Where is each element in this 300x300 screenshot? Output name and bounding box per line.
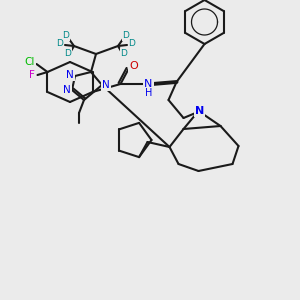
Text: N: N — [102, 80, 110, 90]
Text: D: D — [64, 49, 71, 58]
Text: N: N — [195, 106, 204, 116]
Text: D: D — [129, 40, 135, 49]
Text: D: D — [57, 40, 63, 49]
Text: N: N — [66, 70, 74, 80]
Text: D: D — [63, 32, 69, 40]
Text: N: N — [63, 85, 71, 95]
Text: D: D — [123, 32, 129, 40]
Text: O: O — [129, 61, 138, 71]
Text: Cl: Cl — [24, 57, 35, 67]
Text: N: N — [144, 79, 153, 89]
Text: F: F — [28, 70, 34, 80]
Text: D: D — [121, 49, 128, 58]
Text: H: H — [145, 88, 152, 98]
